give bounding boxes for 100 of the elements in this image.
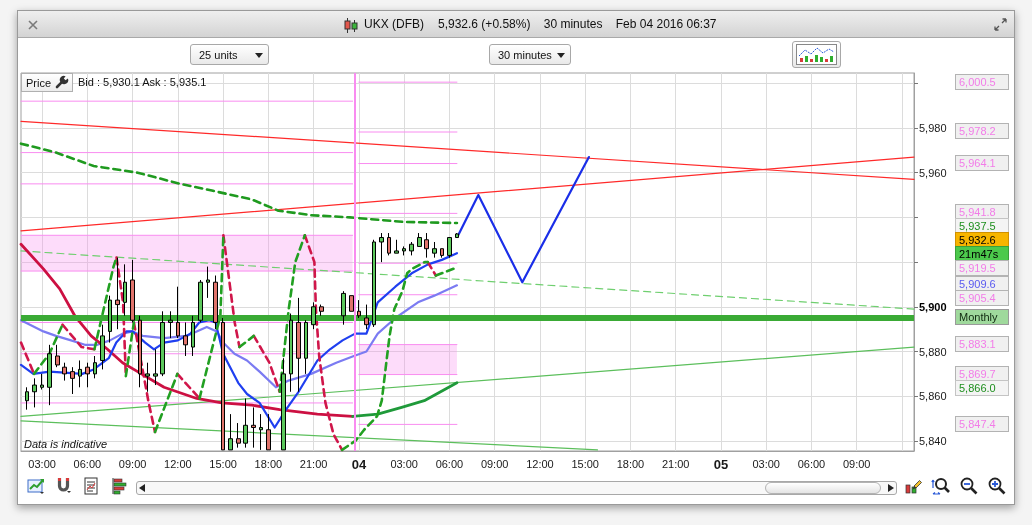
line-series	[19, 252, 459, 429]
candlestick	[394, 239, 399, 254]
candlestick	[145, 362, 150, 393]
candlestick	[379, 232, 384, 263]
candlestick	[176, 286, 180, 339]
x-tick-label: 21:00	[661, 457, 690, 470]
y-tick-label: 5,880	[919, 345, 947, 358]
text: 5,932.6	[959, 234, 996, 246]
candlestick	[402, 245, 406, 256]
text: 5,869.7	[959, 368, 996, 380]
candlestick	[78, 359, 82, 388]
x-tick-label: 04	[351, 457, 367, 472]
candlestick	[424, 232, 429, 259]
candlestick	[62, 362, 67, 382]
line-series	[19, 142, 459, 225]
candlestick	[319, 304, 324, 317]
line-series	[457, 155, 591, 284]
candlestick	[55, 344, 60, 368]
button: Price	[21, 73, 73, 92]
candlestick	[341, 290, 346, 326]
candlestick	[70, 366, 75, 395]
text: 5,937.5	[959, 220, 996, 232]
candlestick	[447, 237, 452, 259]
y-tick-label: 5,980	[919, 121, 947, 134]
text: 5,866.0	[959, 382, 996, 394]
y-tick-label: 5,860	[919, 390, 947, 403]
candlestick	[93, 355, 97, 379]
x-tick-label: 09:00	[842, 457, 871, 470]
candlestick	[311, 301, 316, 330]
candlestick	[387, 232, 391, 256]
candlestick	[364, 304, 369, 330]
text: 5,941.8	[959, 206, 996, 218]
candlestick	[138, 315, 142, 388]
x-tick-label: 15:00	[209, 457, 237, 470]
y-tick-label: 5,900	[919, 300, 947, 313]
x-tick-label: 15:00	[571, 457, 599, 470]
text: 5,978.2	[959, 125, 996, 137]
candlestick	[40, 373, 44, 391]
x-tick-label: 12:00	[526, 457, 554, 470]
dropdown: 25 units	[190, 44, 269, 65]
x-tick-label: 03:00	[390, 457, 418, 470]
x-tick-label: 09:00	[118, 457, 147, 470]
x-tick-label: 06:00	[435, 457, 464, 470]
candlestick	[198, 279, 203, 323]
candlestick	[183, 321, 188, 357]
y-tick-label: 5,840	[919, 434, 947, 447]
dropdown: 30 minutes	[489, 44, 571, 65]
chart-subtitle: 5,932.6 (+0.58%) 30 minutes Feb 04 2016 06:37	[438, 17, 717, 31]
x-tick-label: 06:00	[797, 457, 826, 470]
x-tick-label: 18:00	[254, 457, 283, 470]
candlestick	[213, 275, 218, 330]
candlestick	[206, 266, 210, 299]
candlestick	[153, 348, 158, 386]
x-tick-label: 03:00	[28, 457, 56, 470]
x-tick-label: 12:00	[164, 457, 192, 470]
candlestick	[100, 324, 105, 370]
candlestick	[236, 422, 241, 449]
candlestick	[349, 295, 354, 312]
annotation: Bid : 5,930.1 Ask : 5,935.1	[78, 76, 207, 88]
line-series	[351, 381, 459, 418]
y-tick-label: 5,960	[919, 166, 947, 179]
candlestick	[47, 344, 52, 406]
chart-title: UKX (DFB)	[364, 17, 424, 31]
candlestick	[357, 299, 361, 319]
x-tick-label: 09:00	[480, 457, 509, 470]
candlestick	[417, 232, 422, 247]
candlestick	[191, 315, 195, 357]
candlestick	[304, 319, 308, 375]
candlestick	[432, 241, 437, 259]
candlestick	[123, 263, 127, 317]
candlestick	[25, 386, 29, 411]
text: Monthly	[959, 311, 999, 323]
text: 5,847.4	[959, 418, 996, 430]
text: 6,000.5	[959, 76, 996, 88]
candlestick	[160, 310, 165, 377]
text: 5,964.1	[959, 157, 996, 169]
x-tick-label: 05	[713, 457, 729, 472]
text: 21m47s	[959, 248, 999, 260]
annotation: Data is indicative	[24, 438, 108, 450]
candlestick	[85, 362, 90, 388]
candlestick	[289, 313, 293, 393]
candlestick	[372, 239, 376, 328]
x-tick-label: 21:00	[299, 457, 328, 470]
text: 5,909.6	[959, 278, 996, 290]
text: 5,905.4	[959, 292, 996, 304]
annotation: Price	[26, 77, 52, 89]
line-series	[19, 284, 459, 389]
candlestick	[130, 259, 135, 323]
x-tick-label: 03:00	[752, 457, 780, 470]
candlestick	[440, 248, 444, 259]
text: 5,883.1	[959, 338, 996, 350]
candlestick	[455, 232, 459, 239]
candlestick	[168, 310, 173, 339]
candlestick	[409, 241, 414, 256]
text: 5,919.5	[959, 262, 996, 274]
candlestick	[32, 377, 37, 408]
candlestick	[296, 297, 301, 393]
candlestick	[266, 413, 271, 451]
x-tick-label: 06:00	[73, 457, 102, 470]
candlestick	[108, 295, 112, 344]
